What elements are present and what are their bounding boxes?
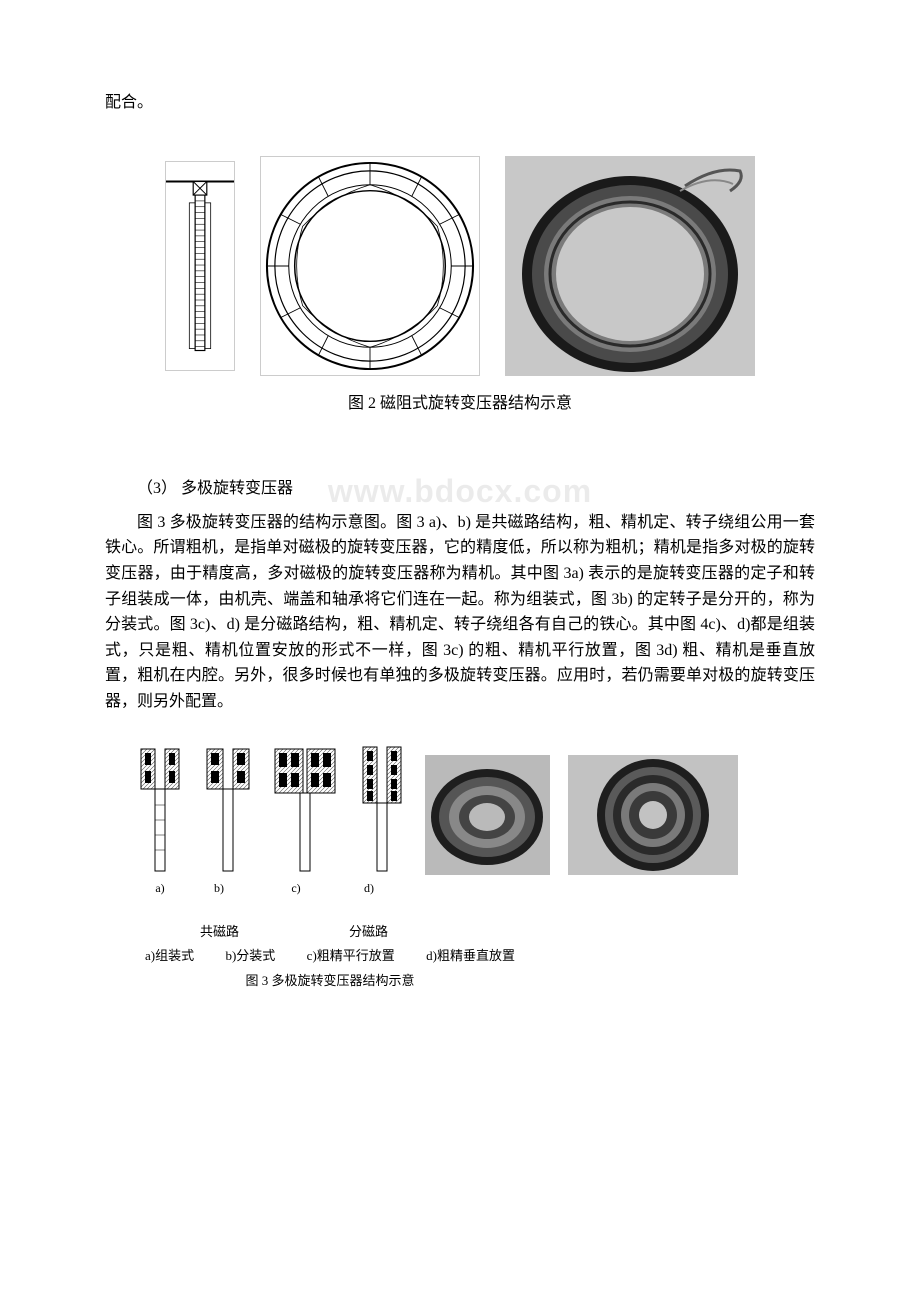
fig3-label-c: c) [253,879,339,898]
fig2-ring-drawing [260,156,480,376]
figure-3-block: a) b) c) d) 共磁路 分磁路 a)组装式 b)分装式 c)粗精平行放置… [105,745,815,994]
figure-3-images [105,745,815,875]
fig3-section-d [357,745,407,875]
fig3-main-caption: 图 3 多极旋转变压器结构示意 [135,969,525,994]
figure-3-sublabels: a) b) c) d) [105,879,815,898]
fig3-photo-side [425,755,550,875]
figure-2-images [105,156,815,376]
fig3-cap-a: a)组装式 [145,944,194,969]
fig3-section-c [271,745,339,875]
fig3-photo-top [568,755,738,875]
fig3-section-b [203,745,253,875]
fig3-section-a [135,745,185,875]
fig3-label-b: b) [185,879,253,898]
fig3-label-d: d) [339,879,399,898]
section-3-heading: （3） 多极旋转变压器 [105,476,815,502]
fig2-photo [505,156,755,376]
fig3-cap-shared: 共磁路 [200,920,239,945]
fig3-cap-split: 分磁路 [349,920,388,945]
figure-3-caption-block: 共磁路 分磁路 a)组装式 b)分装式 c)粗精平行放置 d)粗精垂直放置 图 … [105,920,525,994]
top-fragment-text: 配合。 [105,90,815,116]
section-3-body: 图 3 多极旋转变压器的结构示意图。图 3 a)、b) 是共磁路结构，粗、精机定… [105,510,815,715]
fig3-label-a: a) [135,879,185,898]
fig2-side-section [165,161,235,371]
fig3-cap-b: b)分装式 [225,944,275,969]
figure-2-caption: 图 2 磁阻式旋转变压器结构示意 [105,391,815,417]
fig3-cap-c: c)粗精平行放置 [307,944,395,969]
fig3-cap-d: d)粗精垂直放置 [426,944,515,969]
figure-2-block: 图 2 磁阻式旋转变压器结构示意 [105,156,815,417]
